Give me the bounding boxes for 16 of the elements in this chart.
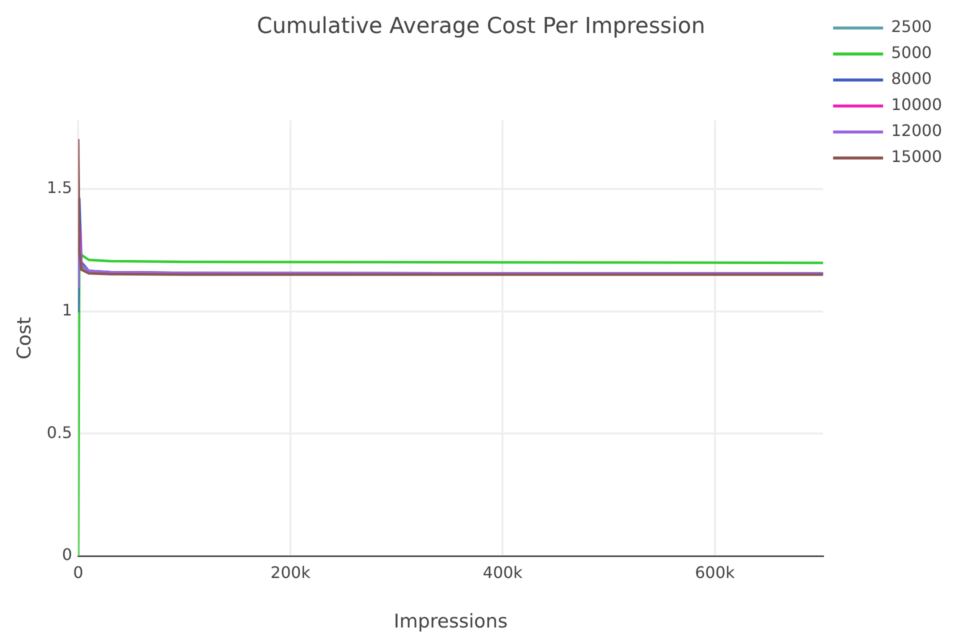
legend-label: 10000 xyxy=(891,95,942,114)
legend-label: 8000 xyxy=(891,69,932,88)
y-tick-label: 1.5 xyxy=(46,178,72,198)
legend-label: 2500 xyxy=(891,17,932,36)
x-tick-label: 200k xyxy=(270,562,312,582)
legend-label: 5000 xyxy=(891,43,932,62)
legend-label: 15000 xyxy=(891,147,942,166)
y-tick-label: 0.5 xyxy=(46,422,72,442)
x-tick-label: 400k xyxy=(482,562,524,582)
y-tick-label: 0 xyxy=(62,545,72,564)
y-tick-label: 1 xyxy=(62,300,72,320)
chart-title: Cumulative Average Cost Per Impression xyxy=(256,14,706,39)
legend-label: 12000 xyxy=(891,121,942,140)
x-tick-label: 600k xyxy=(694,562,736,582)
y-axis-title: Cost xyxy=(13,317,36,360)
x-axis-title: Impressions xyxy=(394,610,508,633)
